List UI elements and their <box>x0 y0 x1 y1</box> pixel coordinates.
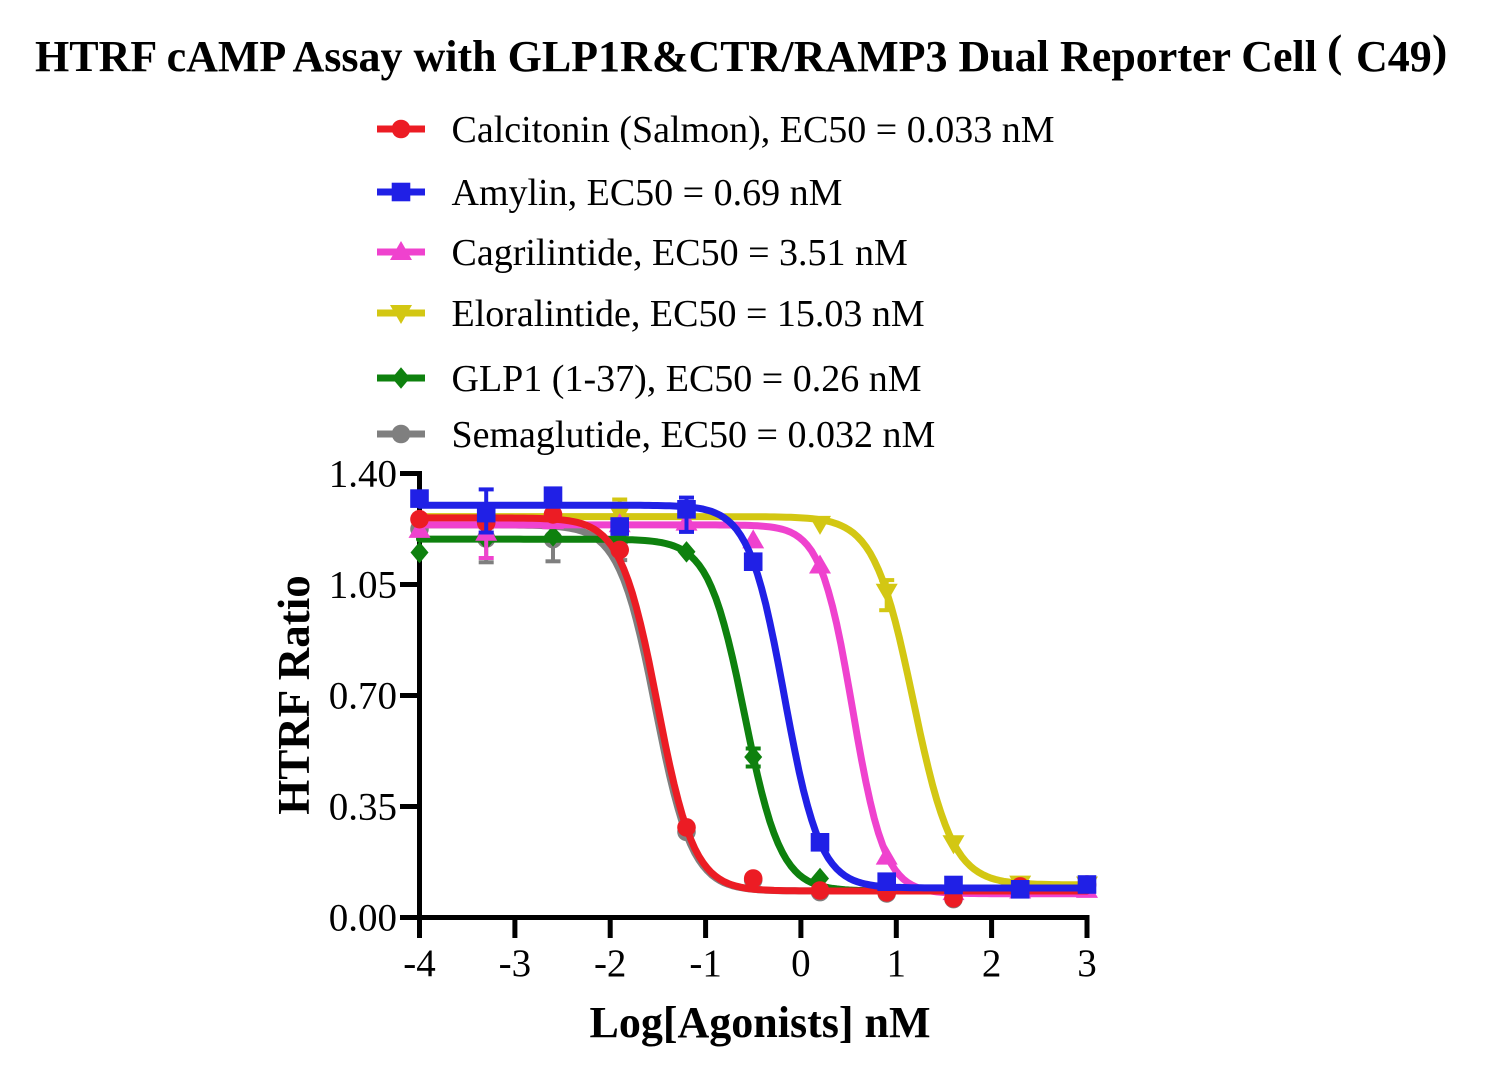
svg-text:Cagrilintide, EC50 = 3.51 nM: Cagrilintide, EC50 = 3.51 nM <box>452 232 908 274</box>
svg-text:-3: -3 <box>499 942 532 985</box>
svg-text:0.00: 0.00 <box>329 897 397 940</box>
svg-text:0.35: 0.35 <box>329 786 397 829</box>
svg-text:Amylin, EC50 = 0.69 nM: Amylin, EC50 = 0.69 nM <box>452 172 843 214</box>
svg-text:Semaglutide, EC50 = 0.032 nM: Semaglutide, EC50 = 0.032 nM <box>452 414 936 456</box>
svg-text:): ) <box>1432 25 1447 76</box>
svg-text:1.40: 1.40 <box>329 453 397 496</box>
svg-text:2: 2 <box>982 942 1002 985</box>
svg-text:C49: C49 <box>1356 32 1432 81</box>
svg-text:-1: -1 <box>689 942 722 985</box>
svg-text:-4: -4 <box>403 942 436 985</box>
svg-text:Log[Agonists] nM: Log[Agonists] nM <box>589 998 930 1047</box>
svg-text:-2: -2 <box>594 942 627 985</box>
svg-text:1.05: 1.05 <box>329 564 397 607</box>
svg-text:HTRF Ratio: HTRF Ratio <box>269 575 319 815</box>
svg-text:HTRF cAMP Assay with GLP1R&CTR: HTRF cAMP Assay with GLP1R&CTR/RAMP3 Dua… <box>35 32 1317 81</box>
svg-text:(: ( <box>1327 25 1342 76</box>
svg-text:1: 1 <box>887 942 907 985</box>
svg-text:3: 3 <box>1077 942 1097 985</box>
svg-text:0: 0 <box>791 942 811 985</box>
svg-text:Calcitonin (Salmon), EC50 = 0.: Calcitonin (Salmon), EC50 = 0.033 nM <box>452 109 1055 151</box>
svg-text:Eloralintide, EC50 = 15.03 nM: Eloralintide, EC50 = 15.03 nM <box>452 293 925 335</box>
svg-text:GLP1 (1-37), EC50 = 0.26 nM: GLP1 (1-37), EC50 = 0.26 nM <box>452 358 922 400</box>
svg-text:0.70: 0.70 <box>329 675 397 718</box>
